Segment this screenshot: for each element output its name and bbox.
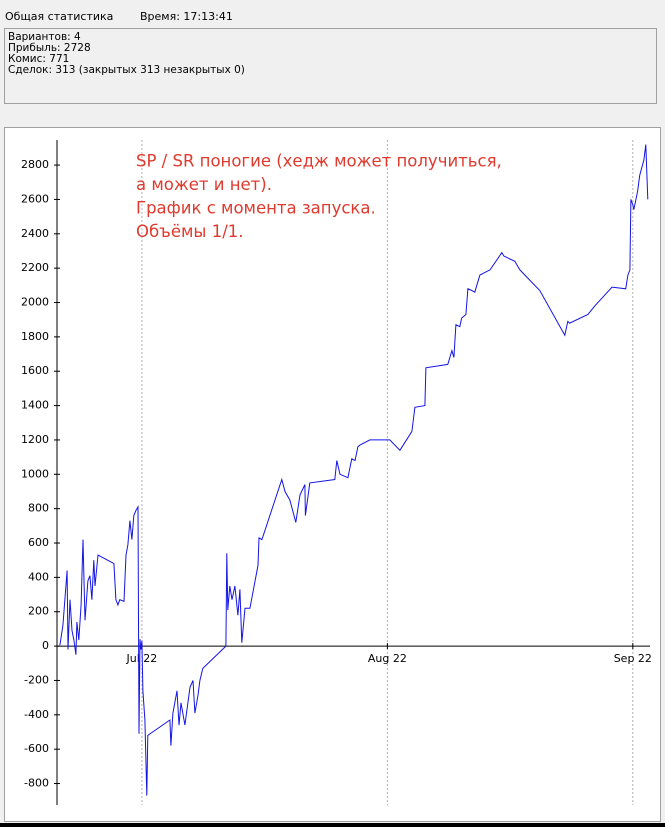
- y-tick-label: 1600: [21, 364, 49, 377]
- y-tick-label: 600: [28, 536, 49, 549]
- annotation: а может и нет).: [136, 175, 272, 194]
- y-tick-label: -400: [24, 708, 49, 721]
- x-tick-label: Jul 22: [126, 652, 158, 665]
- y-tick-label: 1000: [21, 467, 49, 480]
- y-tick-label: 1400: [21, 399, 49, 412]
- annotation: Объёмы 1/1.: [136, 222, 244, 241]
- y-tick-label: 200: [28, 605, 49, 618]
- stats-box: Вариантов: 4 Прибыль: 2728 Комис: 771 Сд…: [4, 28, 657, 104]
- x-tick-label: Aug 22: [368, 652, 407, 665]
- panel-title: Общая статистика: [5, 10, 114, 23]
- y-tick-label: 2600: [21, 192, 49, 205]
- time: Время: 17:13:41: [140, 10, 233, 23]
- stat-line: Прибыль: 2728: [8, 42, 91, 54]
- chart-panel: [4, 127, 661, 822]
- stat-line: Комис: 771: [8, 53, 70, 65]
- stat-line: Сделок: 313 (закрытых 313 незакрытых 0): [8, 64, 245, 76]
- y-tick-label: 1800: [21, 330, 49, 343]
- bottom-bar: [0, 823, 665, 827]
- x-tick-label: Sep 22: [614, 652, 652, 665]
- y-tick-label: 2200: [21, 261, 49, 274]
- y-tick-label: 800: [28, 502, 49, 515]
- y-tick-label: -800: [24, 777, 49, 790]
- data-line: [59, 144, 649, 796]
- y-tick-label: 400: [28, 570, 49, 583]
- y-tick-label: -200: [24, 673, 49, 686]
- stat-line: Вариантов: 4: [8, 31, 81, 43]
- y-tick-label: 0: [42, 639, 49, 652]
- y-tick-label: 2000: [21, 296, 49, 309]
- y-tick-label: 2400: [21, 227, 49, 240]
- y-tick-label: 1200: [21, 433, 49, 446]
- annotation: SP / SR поногие (хедж может получиться,: [136, 152, 502, 171]
- annotation: График с момента запуска.: [136, 199, 376, 218]
- y-tick-label: 2800: [21, 158, 49, 171]
- y-tick-label: -600: [24, 742, 49, 755]
